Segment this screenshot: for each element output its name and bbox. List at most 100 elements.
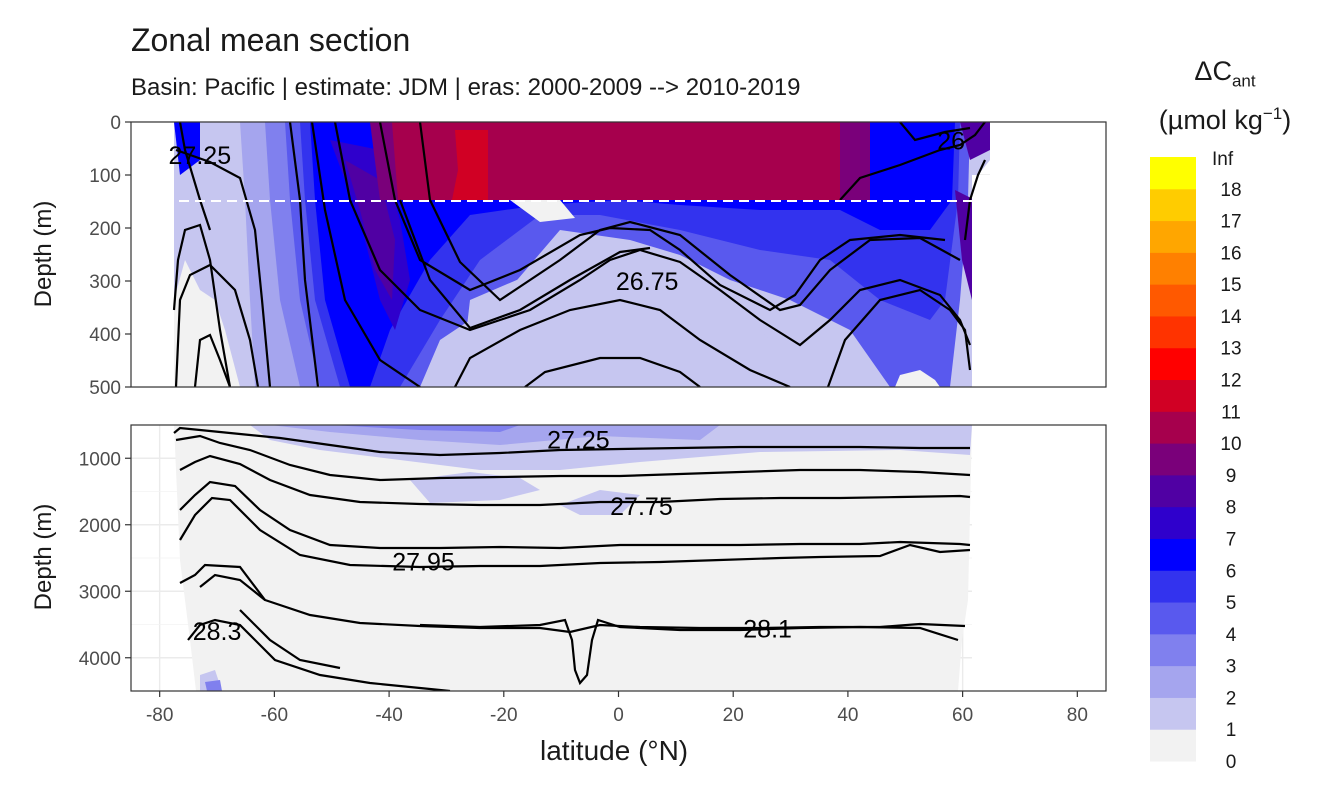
upper-contours [172, 122, 986, 387]
contour-label: 26 [937, 128, 965, 156]
lower-y-ticks: 1000 2000 3000 4000 [79, 449, 131, 670]
colorbar-swatch [1150, 188, 1196, 222]
y-tick-label: 0 [110, 113, 121, 134]
colorbar-swatch [1150, 506, 1196, 539]
upper-fill [131, 122, 1106, 387]
colorbar-label: Inf [1212, 149, 1234, 170]
upper-contour-3 [193, 333, 232, 387]
upper-contour-5 [178, 122, 212, 231]
upper-contour-4 [175, 148, 272, 387]
upper-contour-16 [899, 122, 971, 142]
chart-title: Zonal mean section [131, 22, 411, 58]
colorbar-label: 15 [1220, 275, 1241, 296]
colorbar-swatch [1150, 729, 1196, 762]
colorbar-swatch [1150, 474, 1196, 508]
contour-label: 27.75 [610, 493, 673, 521]
upper-land-north [972, 175, 1106, 387]
contour-label: 27.95 [392, 548, 455, 576]
legend-unit-end: ) [1282, 105, 1292, 135]
x-tick-label: -60 [261, 705, 288, 726]
contour-label: 27.25 [169, 142, 232, 170]
colorbar-label: 7 [1226, 529, 1237, 550]
upper-fill-north-pale [895, 370, 940, 387]
upper-contour-13 [524, 356, 701, 387]
legend-title: ΔCant [1150, 56, 1300, 91]
y-tick-label: 1000 [79, 449, 121, 470]
x-tick-label: -40 [375, 705, 402, 726]
lower-contour-9 [419, 618, 959, 686]
contour-label: 27.25 [547, 427, 610, 455]
colorbar-swatch [1150, 252, 1196, 285]
colorbar-label: 11 [1221, 402, 1241, 423]
upper-contour-11 [418, 122, 961, 312]
colorbar-swatch [1150, 379, 1196, 412]
upper-contour-17 [963, 159, 986, 241]
contour-label: 28.3 [193, 618, 242, 646]
colorbar-label: 4 [1226, 625, 1237, 646]
lower-contour-7 [187, 618, 451, 691]
legend-unit-sup: −1 [1262, 104, 1283, 123]
upper-fill-north-tip [960, 122, 990, 160]
upper-y-ticks: 0 100 200 300 400 500 [89, 113, 131, 399]
colorbar-swatch [1150, 220, 1196, 253]
y-tick-label: 100 [89, 166, 121, 187]
colorbar-swatch [1150, 538, 1196, 571]
legend-unit: (µmol kg−1) [1150, 104, 1300, 136]
x-axis-label: latitude (°N) [540, 735, 689, 766]
upper-panel-border [130, 121, 1107, 388]
colorbar-swatch [1150, 697, 1196, 730]
colorbar-label: 13 [1220, 339, 1241, 360]
upper-contour-6 [288, 122, 320, 387]
upper-contour-7 [310, 122, 421, 387]
lower-contour-1 [173, 426, 970, 457]
lower-contour-labels: 27.25 27.75 27.95 28.3 28.1 [193, 427, 792, 647]
upper-fill-band-8-north [955, 190, 975, 300]
upper-fill-center-pale [510, 200, 575, 222]
upper-land-south [131, 122, 174, 387]
colorbar-label: 18 [1220, 180, 1241, 201]
colorbar-label: 16 [1220, 243, 1241, 264]
colorbar-label: 2 [1226, 688, 1237, 709]
lower-fill-band-3-top [330, 425, 520, 432]
x-tick-label: -20 [490, 705, 517, 726]
colorbar-label: 17 [1220, 212, 1241, 233]
colorbar-label: 14 [1220, 307, 1242, 328]
upper-land-north-top [990, 122, 1106, 175]
colorbar-swatch [1150, 315, 1196, 349]
colorbar-swatch [1150, 443, 1196, 476]
upper-contour-1 [172, 223, 232, 387]
upper-contour-14 [826, 288, 972, 387]
x-tick-label: 60 [952, 705, 973, 726]
lower-contour-5 [179, 496, 971, 569]
x-tick-label: 20 [723, 705, 744, 726]
upper-panel: 27.25 26.75 26 0 100 200 300 400 500 [89, 113, 1107, 399]
colorbar-label: 10 [1220, 434, 1241, 455]
contour-label: 26.75 [616, 268, 679, 296]
colorbar-label: 5 [1226, 593, 1237, 614]
colorbar-swatch [1150, 602, 1196, 635]
legend-title-main: ΔC [1194, 56, 1232, 86]
lower-contour-8 [199, 573, 266, 601]
lower-land-north [972, 425, 1106, 691]
lower-contour-10 [239, 609, 341, 670]
y-tick-label: 300 [89, 272, 121, 293]
colorbar-swatch [1150, 633, 1196, 667]
lower-contour-2 [175, 434, 971, 482]
colorbar-swatch [1150, 570, 1196, 603]
legend-unit-main: (µmol kg [1158, 105, 1263, 135]
colorbar-swatch [1150, 665, 1196, 698]
y-tick-label: 400 [89, 325, 121, 346]
colorbar-label: 12 [1220, 371, 1241, 392]
x-tick-label: 40 [837, 705, 858, 726]
upper-contour-2 [174, 263, 260, 387]
upper-contour-12 [454, 298, 791, 387]
y-tick-label: 200 [89, 219, 121, 240]
y-tick-label: 2000 [79, 516, 121, 537]
upper-contour-10 [398, 199, 651, 330]
colorbar-label: 1 [1226, 720, 1237, 741]
contour-label: 28.1 [743, 615, 792, 643]
colorbar-label: 0 [1226, 752, 1237, 773]
upper-fill-south-surface [174, 122, 200, 175]
